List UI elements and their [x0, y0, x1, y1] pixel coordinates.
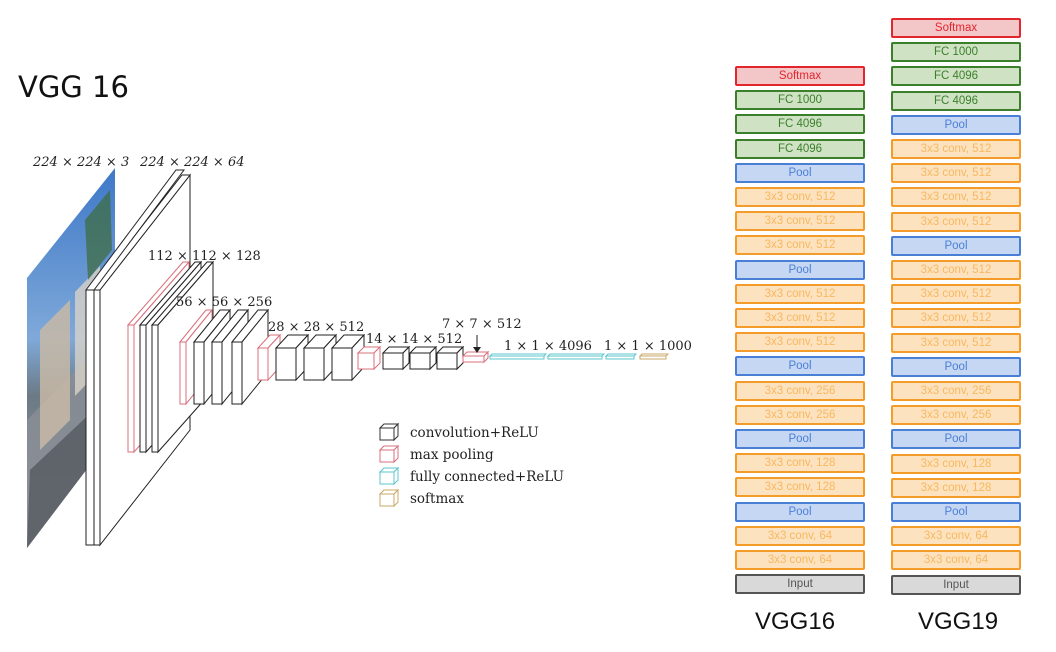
label-softmax-dims: 1 × 1 × 1000 [604, 339, 692, 354]
vgg19-layer-fc: FC 1000 [891, 42, 1021, 63]
vgg19-layer-conv: 3x3 conv, 512 [891, 284, 1021, 305]
vgg16-layer-fc: FC 4096 [735, 114, 865, 135]
vgg19-layer-fc: FC 4096 [891, 66, 1021, 87]
vgg19-caption: VGG19 [918, 608, 999, 635]
label-fc-dims: 1 × 1 × 4096 [504, 339, 592, 354]
vgg16-architecture-diagram: 224 × 224 × 3 224 × 224 × 64 112 × 112 ×… [27, 155, 692, 548]
label-conv1-dims: 224 × 224 × 64 [139, 155, 244, 170]
vgg16-layer-conv: 3x3 conv, 256 [735, 404, 865, 425]
vgg19-layer-pool: Pool [891, 235, 1021, 256]
legend-fc-icon [378, 466, 400, 486]
vgg16-layer-pool: Pool [735, 501, 865, 522]
label-pool5-dims: 7 × 7 × 512 [442, 317, 522, 332]
vgg16-caption: VGG16 [755, 608, 836, 635]
vgg19-layer-softmax: Softmax [891, 18, 1021, 38]
vgg16-layer-conv: 3x3 conv, 512 [735, 211, 865, 232]
vgg19-layer-conv: 3x3 conv, 256 [891, 381, 1021, 401]
vgg16-layer-fc: FC 1000 [735, 90, 865, 111]
vgg16-layer-conv: 3x3 conv, 128 [735, 477, 865, 498]
vgg19-layer-stack: Softmax FC 1000 FC 4096 FC 4096 Pool 3x3 conv… [891, 0, 1021, 600]
legend-label-fc: fully connected+ReLU [410, 469, 564, 485]
vgg19-layer-pool: Pool [891, 114, 1021, 135]
vgg16-layer-conv: 3x3 conv, 256 [735, 380, 865, 401]
vgg16-layer-pool: Pool [735, 429, 865, 449]
vgg16-layer-pool: Pool [735, 259, 865, 280]
vgg16-layer-input: Input [735, 574, 865, 595]
vgg19-layer-conv: 3x3 conv, 128 [891, 453, 1021, 474]
softmax-layer [638, 353, 670, 360]
vgg16-layer-stack: Softmax FC 1000 FC 4096 FC 4096 Pool 3x3 conv… [735, 0, 865, 600]
vgg16-layer-pool: Pool [735, 356, 865, 377]
legend-label-conv: convolution+ReLU [410, 425, 539, 441]
conv3-block [178, 308, 270, 406]
vgg16-layer-conv: 3x3 conv, 512 [735, 308, 865, 328]
vgg19-layer-pool: Pool [891, 356, 1021, 377]
vgg19-layer-pool: Pool [891, 429, 1021, 450]
vgg19-layer-input: Input [891, 574, 1021, 595]
vgg16-layer-conv: 3x3 conv, 64 [735, 525, 865, 546]
vgg19-layer-conv: 3x3 conv, 64 [891, 526, 1021, 547]
vgg19-layer-conv: 3x3 conv, 512 [891, 332, 1021, 353]
vgg16-layer-conv: 3x3 conv, 512 [735, 283, 865, 304]
legend-label-pool: max pooling [410, 447, 494, 463]
fc-layers [488, 353, 638, 360]
vgg19-layer-conv: 3x3 conv, 64 [891, 550, 1021, 571]
vgg19-layer-fc: FC 4096 [891, 90, 1021, 111]
vgg16-layer-softmax: Softmax [735, 66, 865, 86]
vgg16-layer-fc: FC 4096 [735, 138, 865, 159]
vgg19-layer-conv: 3x3 conv, 128 [891, 477, 1021, 498]
legend-conv-icon [378, 422, 400, 442]
legend-pool-icon [378, 444, 400, 464]
vgg19-layer-conv: 3x3 conv, 512 [891, 163, 1021, 184]
vgg19-layer-conv: 3x3 conv, 256 [891, 405, 1021, 426]
pool5-arrowhead [473, 347, 481, 353]
pool5-block [461, 350, 490, 364]
label-conv2-dims: 112 × 112 × 128 [148, 249, 261, 264]
vgg19-layer-conv: 3x3 conv, 512 [891, 139, 1021, 159]
vgg19-layer-conv: 3x3 conv, 512 [891, 211, 1021, 232]
vgg16-layer-conv: 3x3 conv, 64 [735, 550, 865, 570]
label-conv5-dims: 14 × 14 × 512 [366, 332, 462, 347]
page-title: VGG 16 [18, 70, 129, 104]
label-conv4-dims: 28 × 28 × 512 [268, 320, 364, 335]
legend-softmax-icon [378, 488, 400, 508]
vgg19-layer-conv: 3x3 conv, 512 [891, 187, 1021, 208]
legend-label-softmax: softmax [410, 491, 464, 507]
vgg16-layer-conv: 3x3 conv, 128 [735, 453, 865, 474]
vgg16-layer-conv: 3x3 conv, 512 [735, 332, 865, 353]
vgg19-layer-pool: Pool [891, 502, 1021, 522]
label-input-dims: 224 × 224 × 3 [32, 155, 129, 170]
vgg16-layer-conv: 3x3 conv, 512 [735, 235, 865, 256]
legend: convolution+ReLU max pooling fully conne… [378, 422, 564, 508]
vgg16-layer-conv: 3x3 conv, 512 [735, 187, 865, 207]
label-conv3-dims: 56 × 56 × 256 [176, 295, 272, 310]
vgg19-layer-conv: 3x3 conv, 512 [891, 260, 1021, 280]
conv4-block [256, 333, 366, 382]
conv5-block [356, 345, 465, 371]
vgg16-layer-pool: Pool [735, 162, 865, 183]
vgg19-layer-conv: 3x3 conv, 512 [891, 308, 1021, 329]
